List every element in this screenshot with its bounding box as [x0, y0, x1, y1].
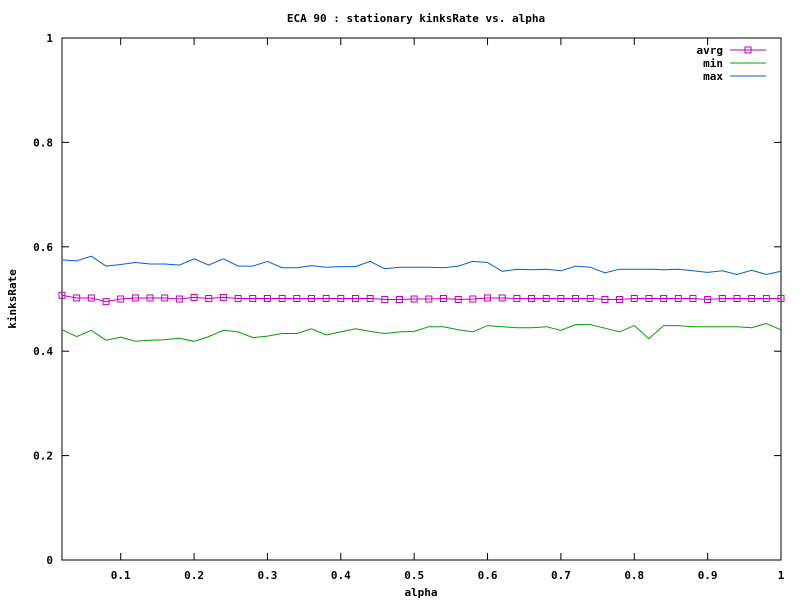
- data-point-avrg: [704, 296, 712, 304]
- y-tick-label: 0.6: [33, 241, 53, 254]
- data-point-avrg: [660, 294, 668, 302]
- series-max: [61, 255, 782, 276]
- legend-label-min: min: [703, 57, 723, 70]
- x-tick-label: 0.8: [624, 569, 644, 582]
- series-layer: [58, 255, 785, 342]
- data-point-avrg: [395, 296, 403, 304]
- chart-title: ECA 90 : stationary kinksRate vs. alpha: [287, 12, 545, 25]
- axis-ticks: [62, 37, 782, 561]
- series-line-avrg: [61, 294, 781, 303]
- data-point-avrg: [366, 294, 374, 302]
- x-tick-label: 0.5: [404, 569, 424, 582]
- data-point-avrg: [175, 295, 183, 303]
- data-point-avrg: [542, 294, 550, 302]
- x-tick-label: 1: [778, 569, 785, 582]
- data-point-avrg: [762, 294, 770, 302]
- data-point-avrg: [484, 294, 492, 302]
- data-point-avrg: [454, 296, 462, 304]
- data-point-avrg: [777, 294, 785, 302]
- y-tick-label: 0.8: [33, 136, 53, 149]
- data-point-avrg: [425, 295, 433, 303]
- series-line-min: [61, 322, 782, 342]
- data-point-avrg: [102, 298, 110, 306]
- series-min: [61, 322, 782, 342]
- series-line-max: [61, 255, 782, 276]
- data-point-avrg: [249, 294, 257, 302]
- data-point-avrg: [645, 294, 653, 302]
- x-tick-label: 0.7: [551, 569, 571, 582]
- data-point-avrg: [586, 294, 594, 302]
- data-point-avrg: [718, 294, 726, 302]
- data-point-avrg: [205, 294, 213, 302]
- data-point-avrg: [293, 294, 301, 302]
- data-point-avrg: [733, 294, 741, 302]
- x-tick-label: 0.4: [331, 569, 351, 582]
- data-point-avrg: [440, 294, 448, 302]
- data-point-avrg: [630, 294, 638, 302]
- x-tick-label: 0.1: [111, 569, 131, 582]
- data-point-avrg: [748, 294, 756, 302]
- data-point-avrg: [513, 294, 521, 302]
- data-point-avrg: [601, 296, 609, 304]
- x-axis-label: alpha: [404, 586, 437, 599]
- data-point-avrg: [674, 294, 682, 302]
- data-point-avrg: [234, 294, 242, 302]
- data-point-avrg: [58, 291, 66, 299]
- data-point-avrg: [146, 294, 154, 302]
- y-tick-label: 0: [46, 554, 53, 567]
- legend-marker-avrg: [744, 46, 752, 54]
- data-point-avrg: [572, 294, 580, 302]
- data-point-avrg: [219, 293, 227, 301]
- data-point-avrg: [616, 296, 624, 304]
- data-point-avrg: [87, 294, 95, 302]
- data-point-avrg: [117, 295, 125, 303]
- axis-tick-labels: 0.1 0.2 0.3 0.4 0.5 0.6 0.7 0.8 0.9 1 0 0.2 0.4 0.6 0.…: [33, 32, 785, 582]
- data-point-avrg: [263, 294, 271, 302]
- x-tick-label: 0.2: [184, 569, 204, 582]
- data-point-avrg: [469, 295, 477, 303]
- legend-label-max: max: [703, 70, 723, 83]
- data-point-avrg: [528, 294, 536, 302]
- x-tick-label: 0.9: [698, 569, 718, 582]
- data-point-avrg: [351, 294, 359, 302]
- y-tick-label: 1: [46, 32, 53, 45]
- data-point-avrg: [131, 294, 139, 302]
- y-axis-label: kinksRate: [6, 269, 19, 329]
- y-tick-label: 0.2: [33, 450, 53, 463]
- data-point-avrg: [278, 294, 286, 302]
- data-point-avrg: [161, 294, 169, 302]
- data-point-avrg: [337, 294, 345, 302]
- data-point-avrg: [381, 296, 389, 304]
- legend-label-avrg: avrg: [697, 44, 724, 57]
- x-tick-label: 0.3: [257, 569, 277, 582]
- x-tick-label: 0.6: [478, 569, 498, 582]
- data-point-avrg: [689, 294, 697, 302]
- data-point-avrg: [498, 294, 506, 302]
- data-point-avrg: [410, 295, 418, 303]
- data-point-avrg: [307, 294, 315, 302]
- y-tick-label: 0.4: [33, 345, 53, 358]
- data-point-avrg: [322, 294, 330, 302]
- data-point-avrg: [73, 294, 81, 302]
- data-point-avrg: [557, 294, 565, 302]
- data-point-avrg: [190, 293, 198, 301]
- series-avrg: [58, 291, 785, 306]
